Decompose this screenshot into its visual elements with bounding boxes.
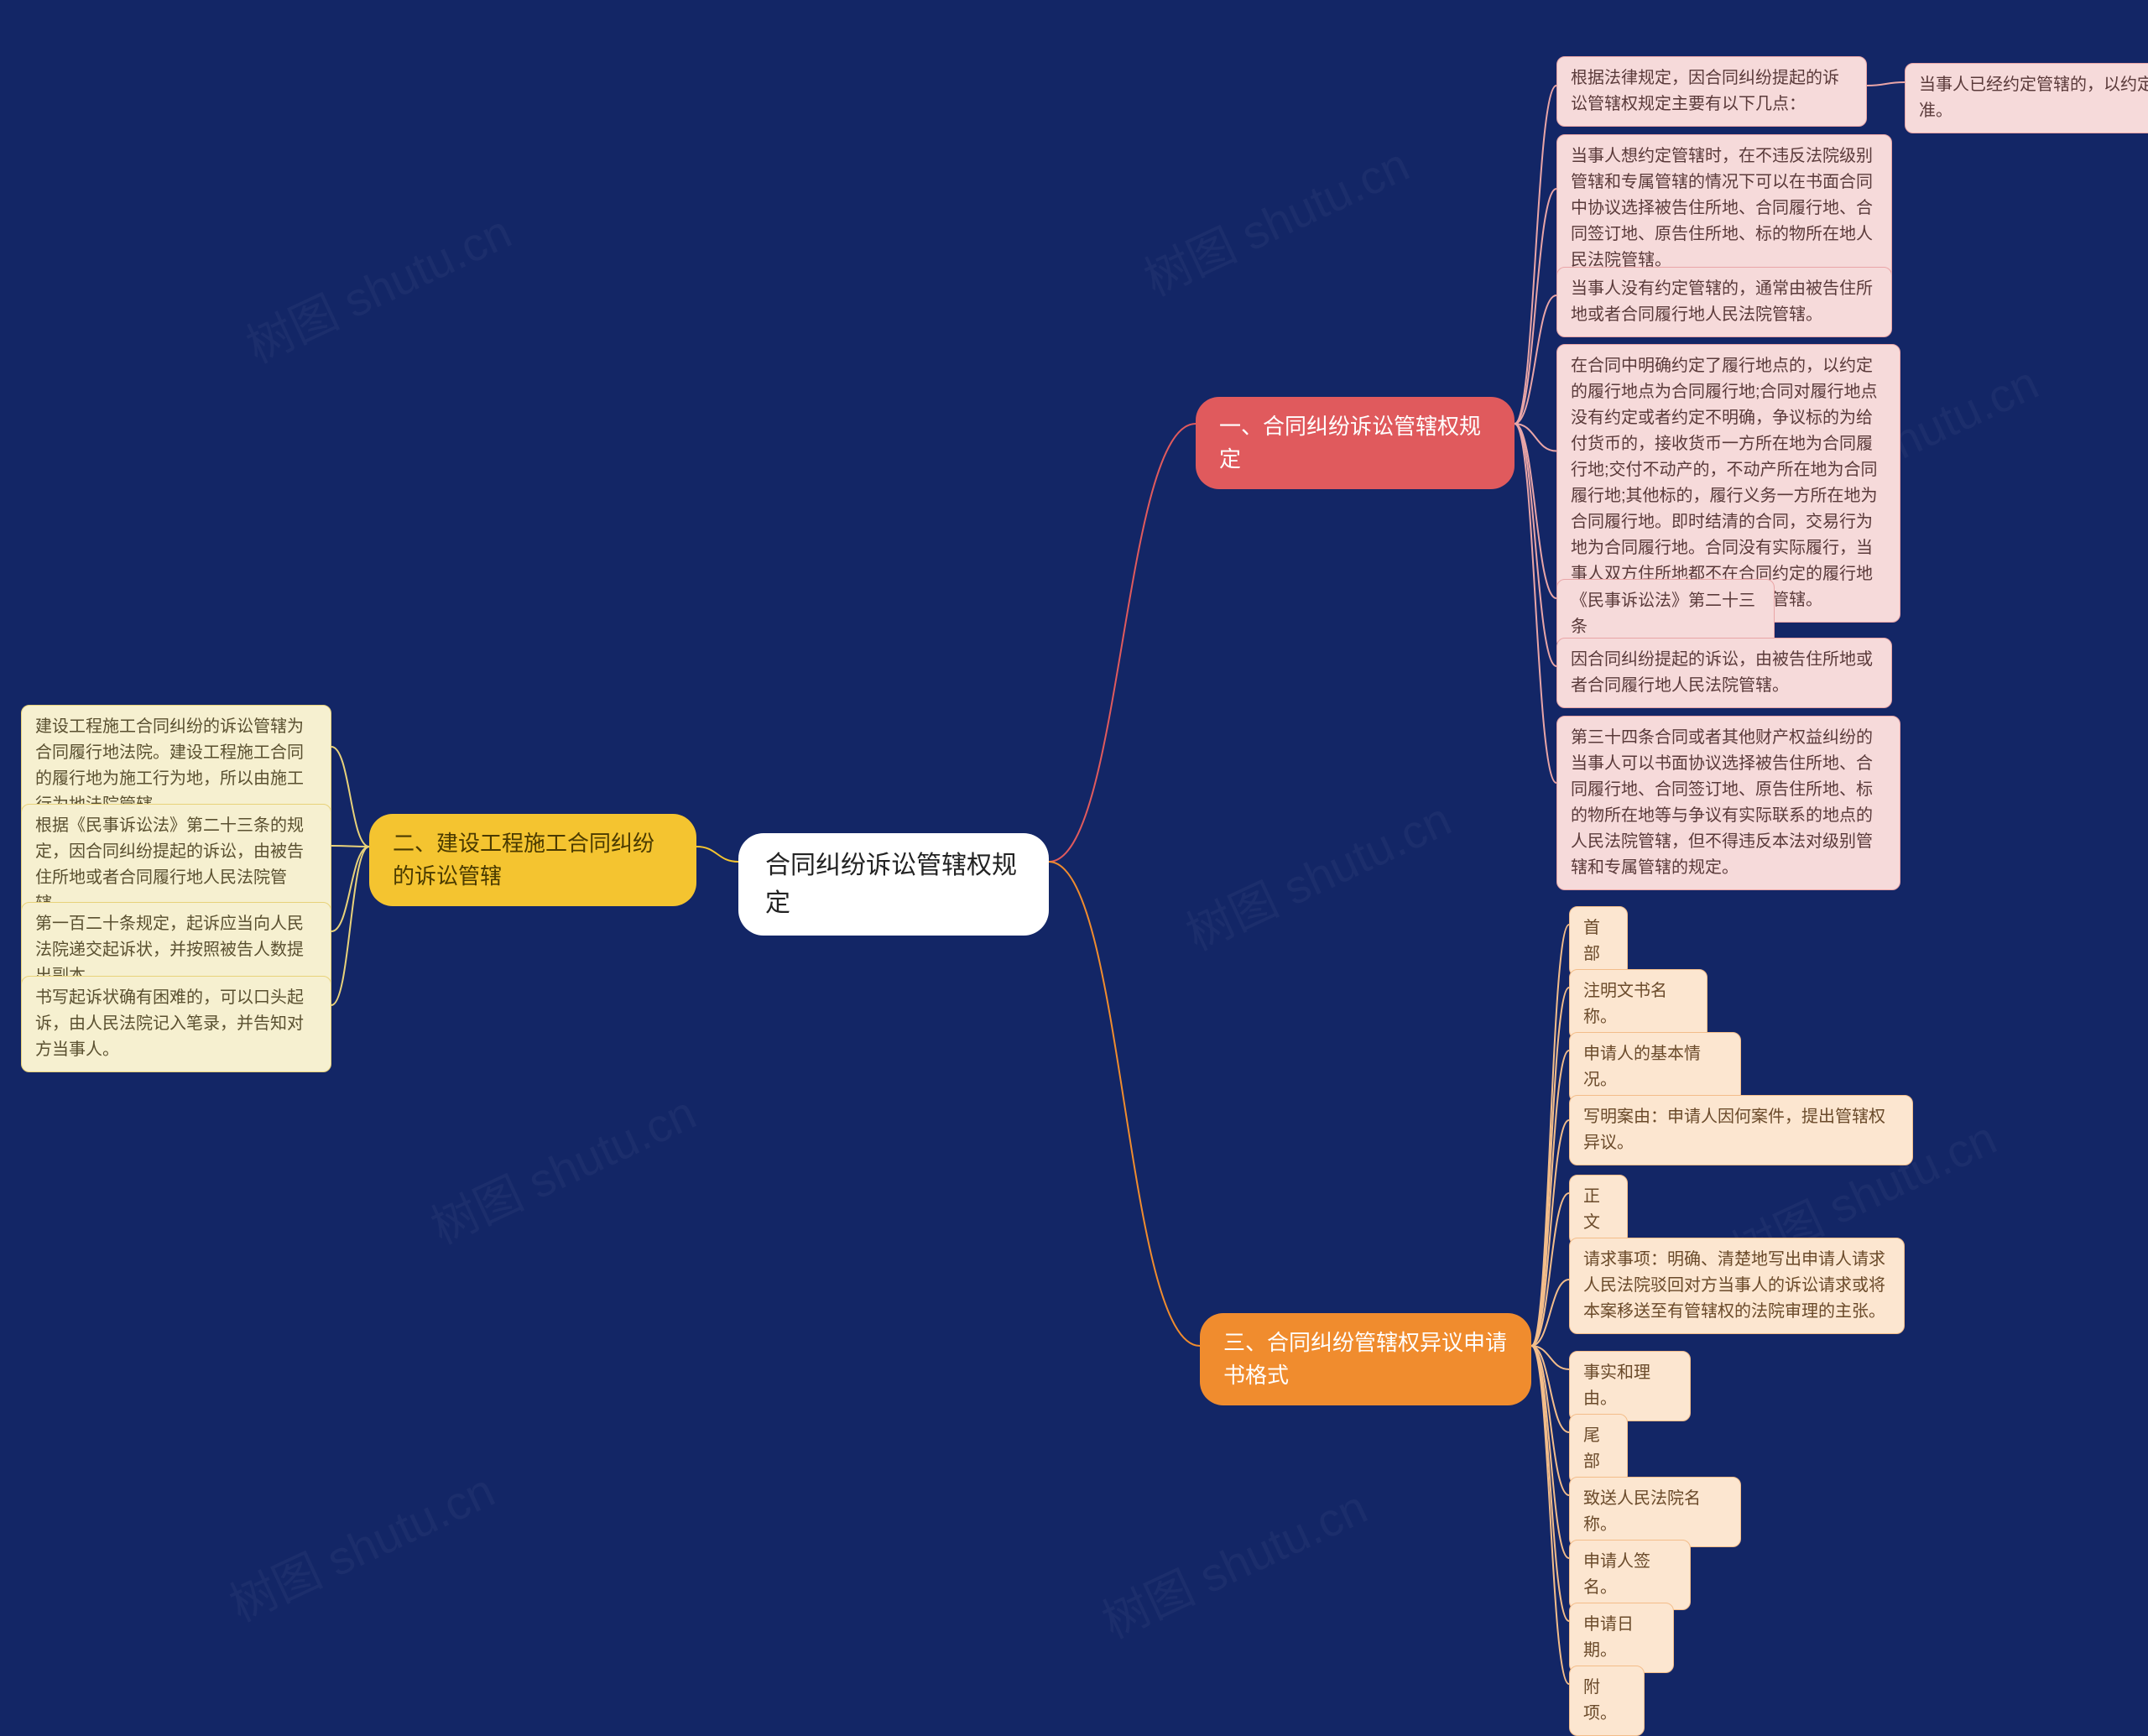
leaf-b3-1: 注明文书名称。 <box>1569 969 1707 1040</box>
leaf-b3-0: 首部 <box>1569 906 1628 977</box>
branch-node-b1: 一、合同纠纷诉讼管辖权规定 <box>1196 397 1515 489</box>
leaf-b1-0: 根据法律规定，因合同纠纷提起的诉讼管辖权规定主要有以下几点： <box>1556 56 1867 127</box>
center-node: 合同纠纷诉讼管辖权规定 <box>738 833 1049 936</box>
branch-node-b2: 二、建设工程施工合同纠纷的诉讼管辖 <box>369 814 696 906</box>
leaf-b3-3: 写明案由：申请人因何案件，提出管辖权异议。 <box>1569 1095 1913 1165</box>
leaf-b1-1: 当事人想约定管辖时，在不违反法院级别管辖和专属管辖的情况下可以在书面合同中协议选… <box>1556 134 1892 283</box>
leaf-b3-6: 事实和理由。 <box>1569 1351 1691 1421</box>
leaf-b2-3: 书写起诉状确有困难的，可以口头起诉，由人民法院记入笔录，并告知对方当事人。 <box>21 976 331 1072</box>
leaf-b3-5: 请求事项：明确、清楚地写出申请人请求人民法院驳回对方当事人的诉讼请求或将本案移送… <box>1569 1238 1905 1334</box>
leaf-b3-4: 正文 <box>1569 1175 1628 1245</box>
leaf-b3-8: 致送人民法院名称。 <box>1569 1477 1741 1547</box>
leaf-b1-6: 第三十四条合同或者其他财产权益纠纷的当事人可以书面协议选择被告住所地、合同履行地… <box>1556 716 1900 890</box>
leaf-b3-2: 申请人的基本情况。 <box>1569 1032 1741 1103</box>
leaf-b1-0-child: 当事人已经约定管辖的，以约定的为准。 <box>1905 63 2148 133</box>
leaf-b1-5: 因合同纠纷提起的诉讼，由被告住所地或者合同履行地人民法院管辖。 <box>1556 638 1892 708</box>
leaf-b1-2: 当事人没有约定管辖的，通常由被告住所地或者合同履行地人民法院管辖。 <box>1556 267 1892 337</box>
watermark: 树图 shutu.cn <box>217 1453 504 1635</box>
watermark: 树图 shutu.cn <box>419 1076 706 1258</box>
leaf-b3-7: 尾部 <box>1569 1414 1628 1484</box>
branch-node-b3: 三、合同纠纷管辖权异议申请书格式 <box>1200 1313 1531 1405</box>
leaf-b3-10: 申请日期。 <box>1569 1603 1674 1673</box>
watermark: 树图 shutu.cn <box>1090 1470 1377 1652</box>
watermark: 树图 shutu.cn <box>1132 128 1419 310</box>
leaf-b3-11: 附项。 <box>1569 1666 1645 1736</box>
leaf-b3-9: 申请人签名。 <box>1569 1540 1691 1610</box>
watermark: 树图 shutu.cn <box>234 195 521 377</box>
watermark: 树图 shutu.cn <box>1174 782 1461 964</box>
